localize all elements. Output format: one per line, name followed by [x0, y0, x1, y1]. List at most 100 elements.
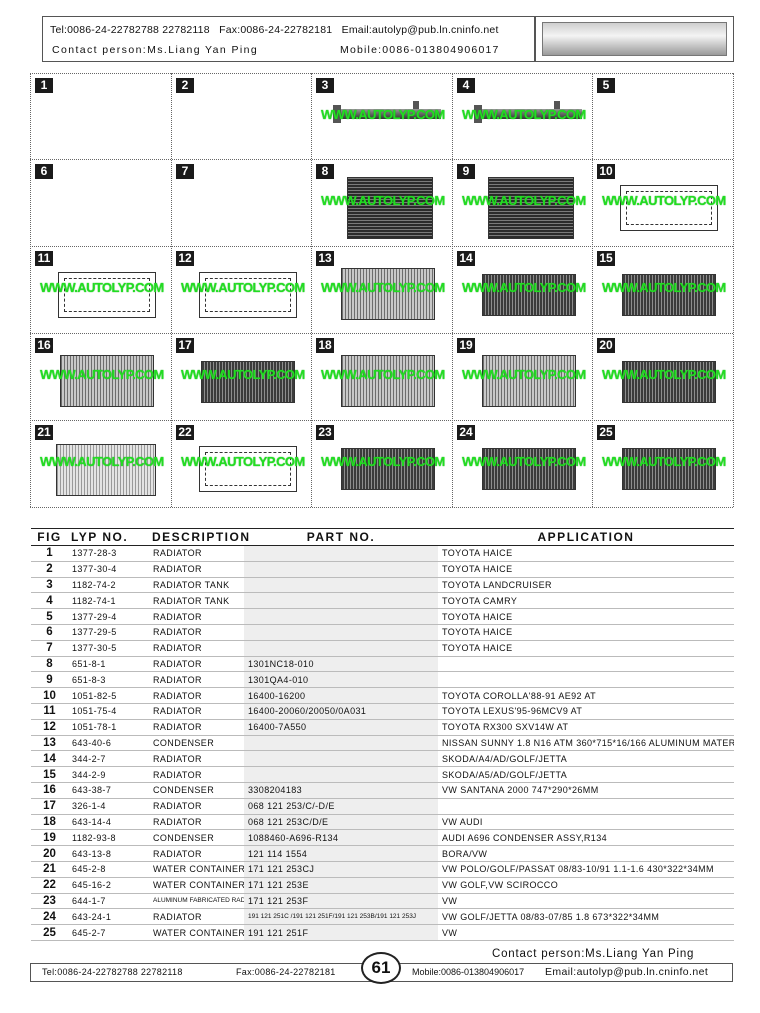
page-number: 61	[361, 952, 401, 984]
cell-description: RADIATOR	[149, 908, 244, 926]
cell-fig: 15	[31, 766, 68, 783]
figure-number-badge: 18	[316, 338, 334, 353]
cell-fig: 4	[31, 592, 68, 610]
cell-application: SKODA/A4/AD/GOLF/JETTA	[438, 750, 734, 768]
watermark-text: WWW.AUTOLYP.COM	[602, 193, 726, 209]
figure-number-badge: 25	[597, 425, 615, 440]
cell-description: RADIATOR	[149, 561, 244, 578]
cell-description: RADIATOR TANK	[149, 577, 244, 594]
header-email: Email:autolyp@pub.ln.cninfo.net	[341, 24, 499, 36]
cell-part-no	[244, 561, 438, 578]
figure-cell: 8 WWW.AUTOLYP.COM	[311, 159, 451, 245]
table-row: 11 1051-75-4 RADIATOR 16400-20060/20050/0A0…	[31, 703, 734, 720]
figure-cell: 19 WWW.AUTOLYP.COM	[452, 333, 592, 419]
table-row: 7 1377-30-5 RADIATOR TOYOTA HAICE	[31, 640, 734, 657]
figure-number-badge: 19	[457, 338, 475, 353]
cell-fig: 6	[31, 624, 68, 641]
parts-table: FIG LYP NO. DESCRIPTION PART NO. APPLICA…	[31, 528, 734, 941]
cell-fig: 17	[31, 798, 68, 815]
cell-part-no: 1301QA4-010	[244, 671, 438, 689]
watermark-text: WWW.AUTOLYP.COM	[462, 280, 586, 296]
figure-number-badge: 24	[457, 425, 475, 440]
figure-cell: 2	[171, 73, 311, 159]
cell-application: VW	[438, 924, 734, 941]
cell-part-no	[244, 577, 438, 594]
cell-part-no	[244, 735, 438, 752]
table-row: 13 643-40-6 CONDENSER NISSAN SUNNY 1.8 N16 …	[31, 735, 734, 752]
cell-fig: 13	[31, 735, 68, 752]
header-decor-panel	[535, 16, 734, 62]
col-header-application: APPLICATION	[438, 528, 734, 546]
cell-part-no	[244, 766, 438, 783]
figure-number-badge: 15	[597, 251, 615, 266]
table-row: 5 1377-29-4 RADIATOR TOYOTA HAICE	[31, 608, 734, 625]
col-header-description: DESCRIPTION	[149, 528, 249, 546]
figure-cell: 18 WWW.AUTOLYP.COM	[311, 333, 451, 419]
cell-fig: 12	[31, 719, 68, 736]
cell-lyp-no: 645-2-7	[68, 924, 149, 941]
watermark-text: WWW.AUTOLYP.COM	[40, 280, 164, 296]
cell-lyp-no: 1182-93-8	[68, 829, 149, 847]
watermark-text: WWW.AUTOLYP.COM	[602, 367, 726, 383]
watermark-text: WWW.AUTOLYP.COM	[321, 193, 445, 209]
watermark-text: WWW.AUTOLYP.COM	[181, 367, 305, 383]
product-photo	[474, 264, 582, 326]
figure-number-badge: 5	[597, 78, 615, 93]
product-photo	[474, 177, 582, 239]
cell-fig: 18	[31, 814, 68, 831]
product-photo	[474, 351, 582, 413]
grid-line	[452, 73, 453, 507]
table-row: 24 643-24-1 RADIATOR 191 121 251C /191 121 …	[31, 908, 734, 926]
cell-fig: 9	[31, 671, 68, 689]
cell-application: TOYOTA COROLLA'88-91 AE92 AT	[438, 687, 734, 704]
cell-part-no: 068 121 253/C/-D/E	[244, 798, 438, 815]
cell-part-no: 191 121 251F	[244, 924, 438, 941]
figure-cell: 17 WWW.AUTOLYP.COM	[171, 333, 311, 419]
table-row: 21 645-2-8 WATER CONTAINER 171 121 253CJ VW …	[31, 861, 734, 878]
figure-number-badge: 7	[176, 164, 194, 179]
figure-number-badge: 4	[457, 78, 475, 93]
cell-fig: 2	[31, 561, 68, 578]
watermark-text: WWW.AUTOLYP.COM	[462, 454, 586, 470]
product-photo	[193, 351, 301, 413]
header-contact-person: Contact person:Ms.Liang Yan Ping	[52, 44, 259, 56]
figure-number-badge: 8	[316, 164, 334, 179]
cell-part-no: 16400-20060/20050/0A031	[244, 703, 438, 720]
cell-lyp-no: 645-2-8	[68, 861, 149, 878]
cell-lyp-no: 1051-82-5	[68, 687, 149, 704]
figure-cell: 22 WWW.AUTOLYP.COM	[171, 420, 311, 506]
figure-cell: 23 WWW.AUTOLYP.COM	[311, 420, 451, 506]
grid-line	[592, 73, 593, 507]
cell-application: AUDI A696 CONDENSER ASSY,R134	[438, 829, 734, 847]
cell-fig: 5	[31, 608, 68, 625]
product-photo	[333, 264, 441, 326]
cell-part-no: 068 121 253C/D/E	[244, 814, 438, 831]
cell-description: RADIATOR	[149, 545, 244, 562]
figure-cell: 14 WWW.AUTOLYP.COM	[452, 246, 592, 332]
cell-lyp-no: 643-14-4	[68, 814, 149, 831]
cell-fig: 16	[31, 782, 68, 799]
figure-number-badge: 13	[316, 251, 334, 266]
table-row: 9 651-8-3 RADIATOR 1301QA4-010	[31, 671, 734, 689]
grid-line	[30, 333, 733, 334]
figure-cell: 5	[592, 73, 732, 159]
cell-lyp-no: 1182-74-2	[68, 577, 149, 594]
figure-number-badge: 17	[176, 338, 194, 353]
col-header-fig: FIG	[31, 528, 68, 546]
figure-cell: 3 WWW.AUTOLYP.COM	[311, 73, 451, 159]
cell-application: VW	[438, 893, 734, 910]
product-photo	[474, 438, 582, 500]
header-fax: Fax:0086-24-22782181	[219, 24, 333, 36]
cell-fig: 19	[31, 829, 68, 847]
product-photo	[614, 351, 722, 413]
table-row: 19 1182-93-8 CONDENSER 1088460-A696-R134 AUD…	[31, 829, 734, 847]
product-photo	[614, 177, 722, 239]
cell-description: RADIATOR	[149, 687, 244, 704]
cell-application: TOYOTA HAICE	[438, 561, 734, 578]
cell-description: RADIATOR TANK	[149, 592, 244, 610]
figure-cell: 9 WWW.AUTOLYP.COM	[452, 159, 592, 245]
figure-cell: 10 WWW.AUTOLYP.COM	[592, 159, 732, 245]
cell-application: VW AUDI	[438, 814, 734, 831]
table-row: 2 1377-30-4 RADIATOR TOYOTA HAICE	[31, 561, 734, 578]
figure-cell: 12 WWW.AUTOLYP.COM	[171, 246, 311, 332]
